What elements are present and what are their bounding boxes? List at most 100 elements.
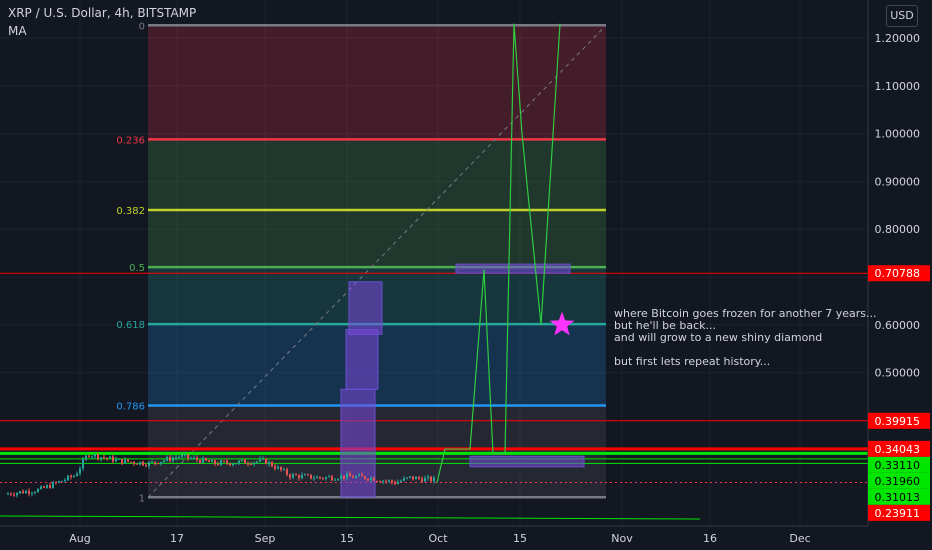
candle-body	[409, 476, 411, 478]
candle-body	[277, 466, 279, 469]
candle-body	[199, 460, 201, 463]
candle-body	[349, 473, 351, 477]
candle-body	[115, 459, 117, 462]
range-box	[345, 329, 379, 390]
candle-body	[406, 477, 408, 479]
fib-level-label: 1	[139, 493, 145, 504]
candle-body	[31, 492, 33, 494]
candle-body	[388, 480, 390, 482]
candle-body	[298, 475, 300, 479]
candle-body	[166, 457, 168, 461]
horizontal-lines	[0, 272, 868, 520]
candle-body	[55, 482, 57, 484]
candle-body	[403, 478, 405, 481]
candle-body	[376, 480, 378, 482]
candle-body	[97, 454, 99, 459]
candle-body	[175, 457, 177, 459]
candle-body	[421, 478, 423, 482]
candle-body	[280, 466, 282, 470]
candle-body	[109, 456, 111, 459]
candle-body	[331, 476, 333, 480]
candle-body	[172, 457, 174, 461]
fib-zone	[148, 210, 606, 268]
candle-body	[73, 476, 75, 478]
chart-grid	[0, 0, 868, 526]
indicator-label[interactable]: MA	[8, 24, 27, 38]
candle-body	[16, 492, 18, 496]
fib-level-label: 0.236	[116, 135, 145, 146]
candle-body	[103, 457, 105, 459]
candle-body	[76, 473, 78, 477]
candle-body	[25, 491, 27, 494]
price-label-text: 0.70788	[875, 267, 921, 280]
candle-body	[313, 478, 315, 480]
candle-body	[379, 481, 381, 483]
time-tick-label: Oct	[428, 532, 448, 545]
candle-body	[118, 458, 120, 460]
candle-body	[391, 480, 393, 483]
candle-body	[346, 473, 348, 479]
currency-button[interactable]: USD	[886, 5, 918, 27]
candle-body	[202, 458, 204, 463]
candle-body	[286, 469, 288, 475]
candle-body	[130, 461, 132, 463]
time-tick-label: 15	[513, 532, 527, 545]
candle-body	[211, 460, 213, 463]
symbol-title: XRP / U.S. Dollar, 4h, BITSTAMP	[8, 6, 197, 20]
candle-body	[340, 475, 342, 480]
candle-body	[40, 486, 42, 489]
candle-body	[187, 454, 189, 459]
candle-body	[49, 485, 51, 489]
candle-body	[64, 479, 66, 481]
candle-body	[394, 482, 396, 484]
time-tick-label: 16	[703, 532, 717, 545]
time-tick-label: 17	[170, 532, 184, 545]
candle-body	[271, 462, 273, 467]
candle-body	[205, 458, 207, 461]
candle-body	[112, 456, 114, 462]
candle-body	[46, 485, 48, 488]
price-label-badge	[868, 472, 930, 489]
candle-body	[67, 475, 69, 480]
candle-body	[151, 461, 153, 463]
price-label-badge	[868, 504, 930, 521]
trend-line	[0, 515, 701, 520]
candle-body	[415, 477, 417, 480]
price-label-text: 0.34043	[875, 443, 921, 456]
candle-body	[322, 477, 324, 479]
price-tick-label: 0.60000	[875, 319, 921, 332]
range-box	[469, 455, 585, 468]
annotation-line: but first lets repeat history...	[614, 355, 771, 368]
candle-body	[22, 491, 24, 494]
candle-body	[160, 461, 162, 464]
candle-body	[268, 462, 270, 464]
price-tick-label: 1.10000	[875, 80, 921, 93]
candle-body	[235, 463, 237, 465]
candle-body	[304, 474, 306, 476]
annotation-line: and will grow to a new shiny diamond	[614, 331, 823, 344]
candle-body	[400, 480, 402, 482]
price-label-badge	[868, 265, 930, 282]
candle-body	[178, 456, 180, 458]
price-tick-label: 0.90000	[875, 175, 921, 188]
fib-level-label: 0.382	[116, 206, 145, 217]
candle-body	[79, 468, 81, 474]
candle-body	[145, 465, 147, 467]
fib-zone	[148, 405, 606, 498]
candle-body	[310, 474, 312, 479]
candle-body	[217, 464, 219, 466]
price-label-badge	[868, 440, 930, 457]
candle-body	[382, 480, 384, 482]
candle-body	[397, 481, 399, 484]
candle-body	[247, 463, 249, 465]
candle-body	[193, 457, 195, 459]
candle-body	[58, 481, 60, 483]
candle-body	[274, 466, 276, 469]
candle-body	[295, 474, 297, 476]
price-candles	[7, 452, 435, 498]
range-box	[348, 281, 383, 335]
candle-body	[301, 474, 303, 479]
fib-zone	[148, 139, 606, 211]
price-label-text: 0.23911	[875, 507, 921, 520]
